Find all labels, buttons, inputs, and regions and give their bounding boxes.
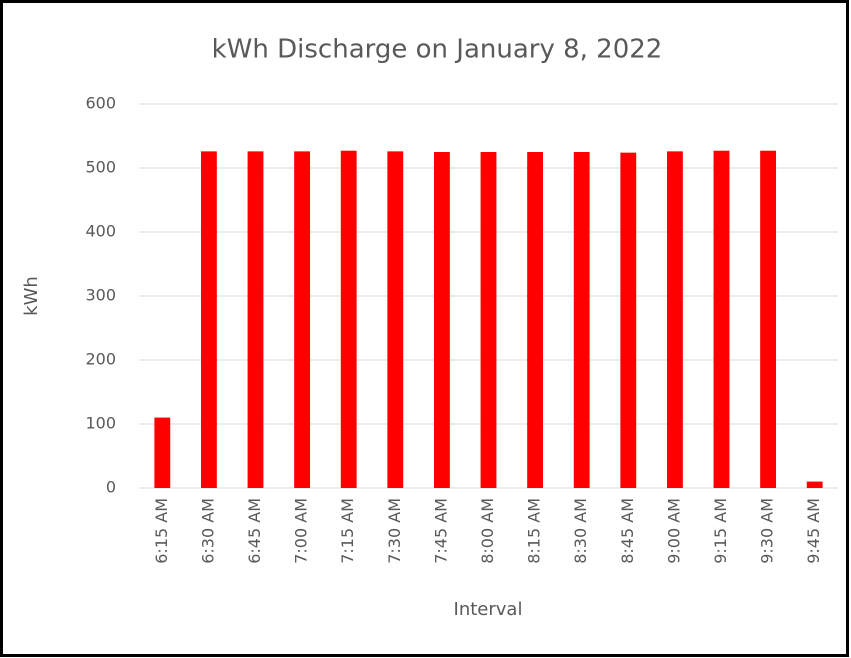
y-tick-label: 500 [85,158,116,177]
y-tick-label: 600 [85,94,116,113]
bar [620,152,637,488]
x-tick-label: 7:15 AM [338,498,357,564]
bar [666,151,683,489]
bar [294,151,311,489]
bar [387,151,404,489]
x-tick-label: 7:45 AM [431,498,450,564]
bar [433,152,450,488]
x-tick-label: 8:00 AM [478,498,497,564]
x-tick-label: 8:45 AM [618,498,637,564]
chart-title: kWh Discharge on January 8, 2022 [212,35,663,65]
bar [200,151,217,489]
bar [760,150,777,488]
y-tick-label: 300 [85,286,116,305]
x-tick-label: 7:00 AM [292,498,311,564]
x-tick-label: 6:45 AM [245,498,264,564]
bar [480,152,497,488]
y-tick-label: 100 [85,414,116,433]
bar [527,152,544,488]
x-tick-label: 8:30 AM [571,498,590,564]
bar [154,417,171,488]
y-axis-title: kWh [21,276,42,316]
bar [247,151,264,489]
bar [340,150,357,488]
y-tick-label: 200 [85,350,116,369]
x-tick-label: 9:00 AM [664,498,683,564]
x-tick-label: 9:15 AM [711,498,730,564]
bar [713,150,730,488]
y-tick-label: 400 [85,222,116,241]
bar [573,152,590,488]
bar [806,481,823,488]
x-axis-title: Interval [454,599,523,620]
x-tick-label: 7:30 AM [385,498,404,564]
x-tick-label: 9:30 AM [758,498,777,564]
y-tick-label: 0 [106,478,116,497]
x-tick-label: 8:15 AM [525,498,544,564]
x-tick-label: 6:15 AM [152,498,171,564]
x-tick-label: 9:45 AM [804,498,823,564]
x-tick-label: 6:30 AM [198,498,217,564]
